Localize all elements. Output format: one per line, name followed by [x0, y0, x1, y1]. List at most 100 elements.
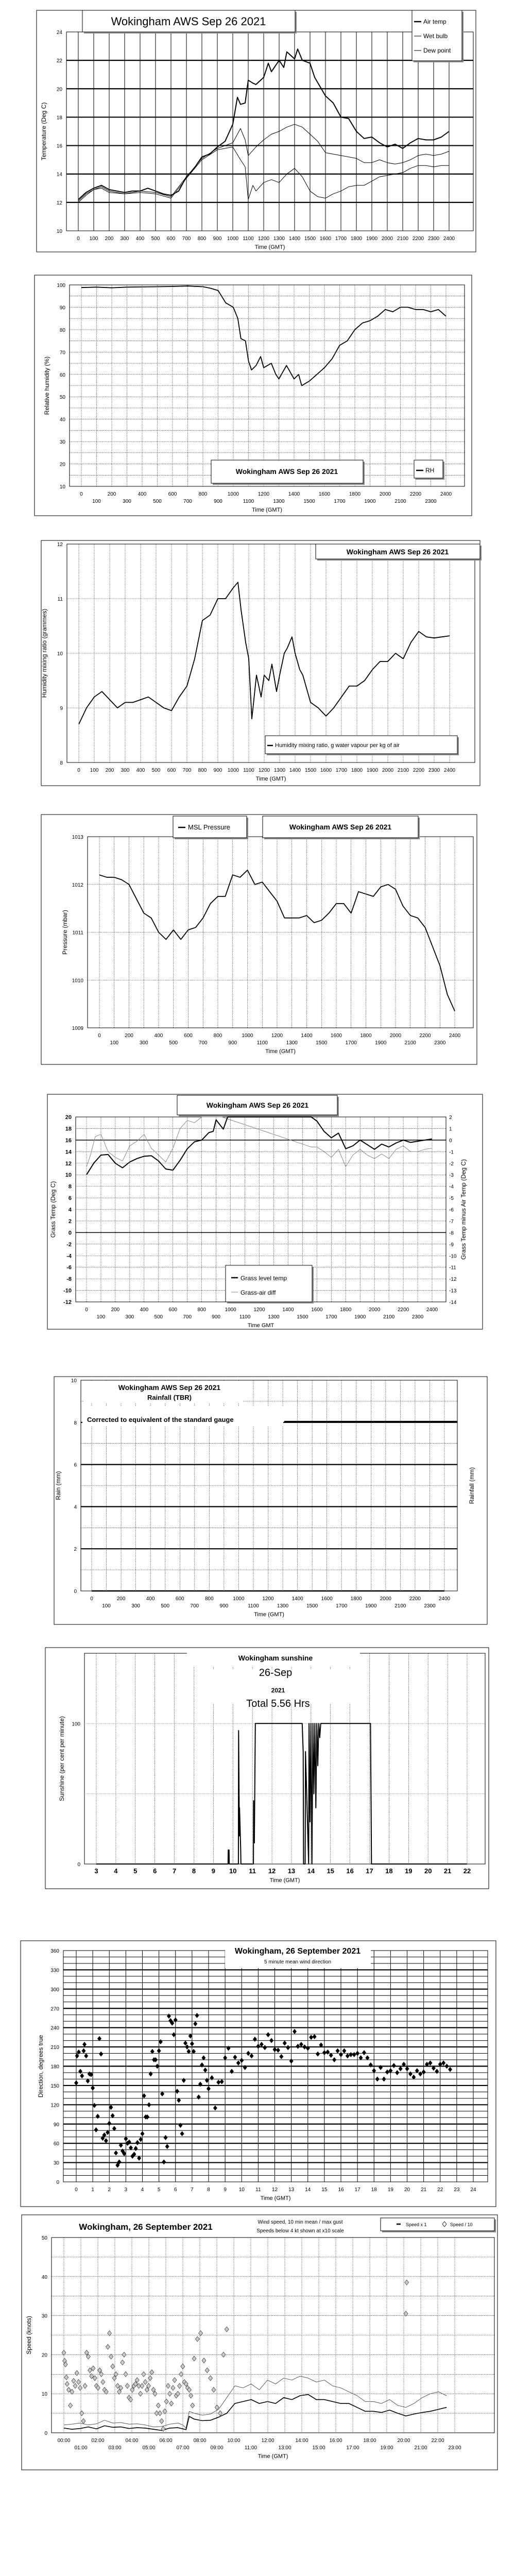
data-point	[74, 2370, 79, 2376]
x-tick-label: 00:00	[57, 2438, 70, 2444]
y-tick-label: 10	[57, 229, 63, 234]
chart-wind-speed: 0 10 20 30 40 50 00:00 02:00 04:00 06:00 08:00 10:0…	[21, 2214, 498, 2470]
data-point	[104, 2138, 108, 2144]
data-point	[61, 2350, 66, 2356]
x-axis-label: Time (GMT)	[255, 244, 285, 250]
y-tick-label: 18	[57, 115, 63, 121]
chart-title: Wokingham AWS Sep 26 2021	[111, 15, 266, 28]
y-tick-label: 40	[42, 2275, 48, 2280]
data-point	[201, 2055, 206, 2061]
data-point	[293, 2029, 297, 2035]
data-point	[140, 2131, 145, 2137]
x-tick-label: 2400	[439, 1596, 451, 1602]
x-tick-label: 1900	[364, 499, 376, 504]
data-point	[64, 2374, 69, 2380]
data-point	[226, 2045, 231, 2051]
y-tick-label: 30	[54, 2161, 60, 2166]
x-tick-label: 2200	[413, 236, 424, 242]
data-point	[282, 2040, 287, 2046]
x-axis-label: Time (GMT)	[265, 1048, 296, 1055]
data-point	[63, 2361, 68, 2367]
data-point	[246, 2050, 251, 2056]
chart-total: Total 5.56 Hrs	[246, 1698, 310, 1709]
x-tick-label: 1900	[365, 1603, 377, 1609]
data-point	[80, 2073, 84, 2079]
x-tick-label: 1300	[273, 499, 285, 504]
data-point	[223, 2055, 228, 2061]
x-tick-label: 1800	[349, 492, 361, 497]
data-point	[342, 2048, 347, 2054]
data-point	[94, 2127, 98, 2132]
x-tick-label: 400	[136, 236, 145, 242]
x-tick-label: 1700	[346, 1040, 357, 1046]
x-tick-label: 1500	[316, 1040, 328, 1046]
data-point	[402, 2061, 406, 2067]
data-point	[169, 2400, 174, 2406]
x-tick-label: 11:00	[245, 2445, 258, 2451]
data-point	[243, 2064, 247, 2070]
x-tick-label: 1300	[274, 768, 286, 773]
x-tick-label: 16	[346, 1867, 353, 1875]
x-tick-label: 2400	[426, 1307, 438, 1313]
x-tick-label: 200	[105, 236, 114, 242]
data-point	[146, 2383, 151, 2389]
x-tick-label: 7	[191, 2187, 194, 2193]
x-tick-label: 600	[184, 1033, 193, 1039]
data-point	[89, 2072, 93, 2077]
data-point	[218, 2410, 223, 2416]
data-point	[144, 2387, 149, 2393]
x-tick-label: 20:00	[397, 2438, 410, 2444]
data-point	[408, 2071, 413, 2077]
x-tick-label: 1800	[351, 1596, 363, 1602]
y-tick-label: 90	[54, 2122, 60, 2128]
legend-item: Grass-air diff	[241, 1289, 276, 1296]
x-tick-label: 700	[183, 768, 192, 773]
y-tick-label: 9	[60, 706, 63, 711]
data-point	[85, 2353, 91, 2360]
data-point	[97, 2036, 101, 2041]
x-tick-label: 6	[174, 2187, 177, 2193]
chart-subtitle: Speeds below 4 kt shown at x10 scale	[256, 2228, 344, 2234]
chart-pressure: 1009 1010 1011 1012 1013 0 200 400 600 800 1000 120…	[41, 814, 477, 1065]
data-point	[158, 2410, 163, 2416]
y-tick-label: 180	[50, 2064, 59, 2070]
x-tick-label: 15:00	[312, 2445, 325, 2451]
data-point	[74, 2080, 78, 2086]
data-point	[117, 2159, 122, 2165]
chart-title: Wokingham AWS Sep 26 2021	[347, 548, 449, 556]
data-point	[404, 2279, 409, 2285]
data-point	[269, 2038, 274, 2043]
x-tick-label: 2300	[434, 1040, 446, 1046]
y-tick-label: 150	[50, 2083, 59, 2089]
data-point	[175, 2089, 179, 2094]
y-tick-label: -2	[66, 1242, 72, 1248]
data-point	[75, 2053, 79, 2059]
chart-subtitle: Rainfall (TBR)	[147, 1394, 192, 1401]
x-tick-label: 1500	[305, 768, 317, 773]
x-tick-label: 800	[197, 1307, 206, 1313]
x-axis-label: Time (GMT)	[254, 1612, 284, 1618]
data-point	[170, 2020, 175, 2026]
chart-mixing-ratio: 8 9 10 11 12 0 100 200 300 400 500 600 700 800 900 1000…	[41, 540, 482, 786]
data-point	[229, 2069, 234, 2074]
data-point	[91, 2365, 96, 2371]
data-point	[183, 2040, 188, 2046]
y-tick-label: 20	[57, 87, 63, 92]
data-point	[186, 2048, 191, 2054]
x-tick-label: 900	[214, 499, 222, 504]
y-tick-label: 0	[74, 1589, 77, 1595]
data-point	[78, 2069, 83, 2074]
x-tick-label: 03:00	[108, 2445, 121, 2451]
data-point	[114, 2150, 118, 2156]
x-tick-label: 9	[212, 1867, 215, 1875]
y-tick-label: 1012	[72, 883, 84, 888]
title-box	[211, 460, 364, 484]
y-tick-label: 10	[60, 484, 66, 490]
data-point	[362, 2050, 366, 2056]
y-tick-label: 10	[42, 2392, 48, 2397]
x-tick-label: 1800	[351, 236, 363, 242]
x-tick-label: 10:00	[227, 2438, 240, 2444]
data-point	[151, 2387, 156, 2393]
y-tick-label: 100	[57, 283, 65, 289]
y-tick-label: 2	[74, 1547, 77, 1552]
